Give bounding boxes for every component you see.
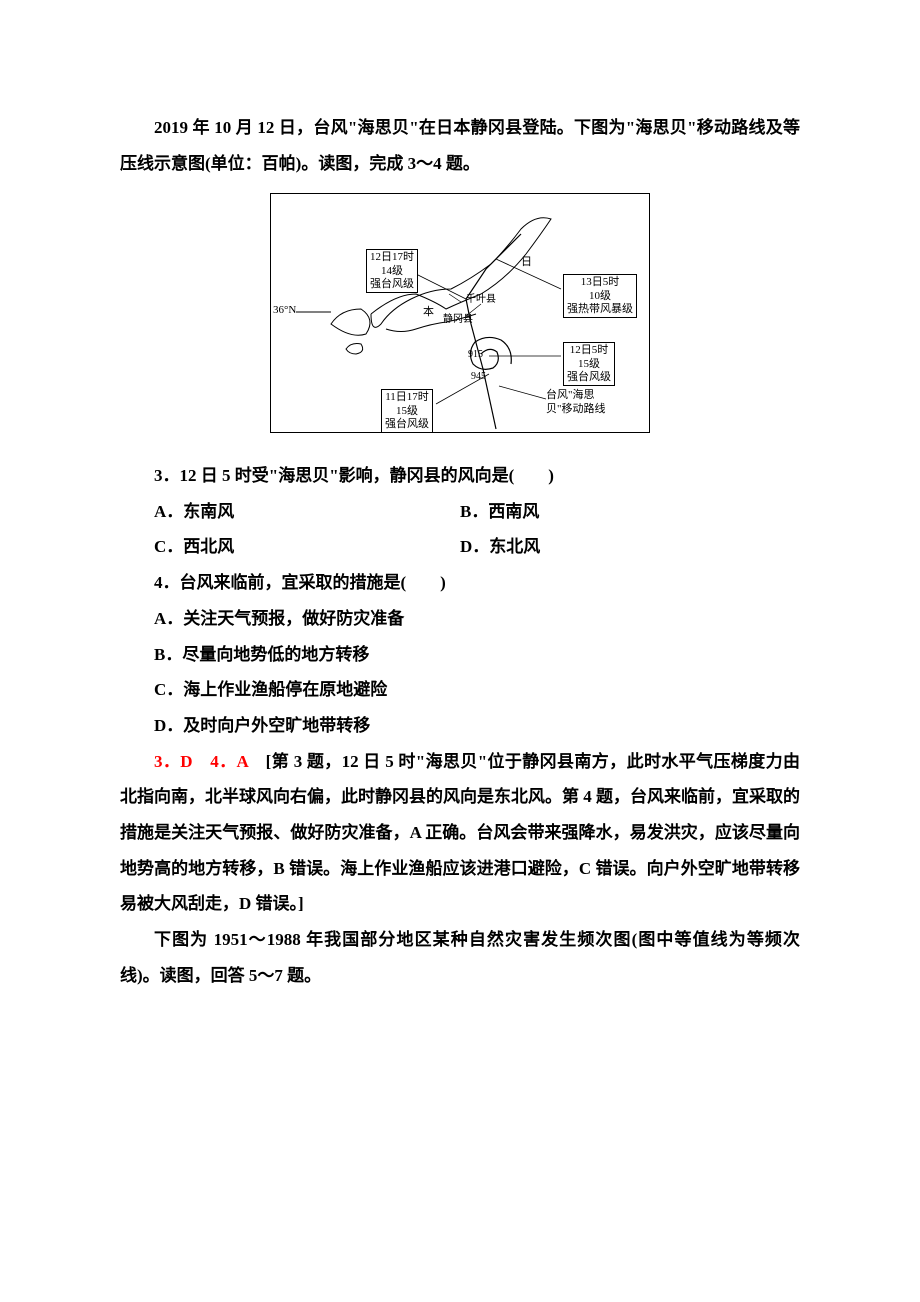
q3-options-row1: A．东南风 B．西南风 [120, 494, 800, 530]
callout-1-time: 12日17时 [370, 251, 414, 263]
q4-stem: 4．台风来临前，宜采取的措施是( ) [120, 565, 800, 601]
callout-2-level: 10级 [589, 290, 611, 302]
typhoon-name-label: 台风"海思贝"移动路线 [546, 389, 606, 415]
callout-4: 11日17时 15级 强台风级 [381, 389, 433, 433]
q4-optC: C．海上作业渔船停在原地避险 [120, 672, 800, 708]
callout-1-level: 14级 [381, 265, 403, 277]
q3-optD: D．东北风 [460, 529, 800, 565]
callout-3-level: 15级 [578, 358, 600, 370]
ben-label: 本 [423, 306, 434, 319]
callout-4-time: 11日17时 [385, 391, 429, 403]
callout-3-grade: 强台风级 [567, 371, 611, 383]
callout-2-time: 13日5时 [581, 276, 620, 288]
answer-key: 3．D 4．A [154, 752, 248, 771]
q4-optD: D．及时向户外空旷地带转移 [120, 708, 800, 744]
callout-4-grade: 强台风级 [385, 418, 429, 430]
isobar-915: 915 [468, 349, 483, 361]
q3-optC: C．西北风 [120, 529, 460, 565]
q3-optA: A．东南风 [120, 494, 460, 530]
figure-container: 36°N 日 本 静冈县 千叶县 915 945 12日17时 14级 强台风级… [120, 193, 800, 446]
q3-options-row2: C．西北风 D．东北风 [120, 529, 800, 565]
answer-explanation: [第 3 题，12 日 5 时"海思贝"位于静冈县南方，此时水平气压梯度力由北指… [120, 752, 800, 914]
callout-3: 12日5时 15级 强台风级 [563, 342, 615, 386]
typhoon-map-figure: 36°N 日 本 静冈县 千叶县 915 945 12日17时 14级 强台风级… [270, 193, 650, 433]
callout-4-level: 15级 [396, 405, 418, 417]
q4-optA: A．关注天气预报，做好防灾准备 [120, 601, 800, 637]
callout-1-grade: 强台风级 [370, 278, 414, 290]
callout-2-grade: 强热带风暴级 [567, 303, 633, 315]
callout-2: 13日5时 10级 强热带风暴级 [563, 274, 637, 318]
lat-label: 36°N [273, 304, 296, 317]
isobar-945: 945 [471, 371, 486, 383]
outro-paragraph: 下图为 1951～1988 年我国部分地区某种自然灾害发生频次图(图中等值线为等… [120, 922, 800, 993]
intro-paragraph: 2019 年 10 月 12 日，台风"海思贝"在日本静冈县登陆。下图为"海思贝… [120, 110, 800, 181]
q3-optB: B．西南风 [460, 494, 800, 530]
callout-1: 12日17时 14级 强台风级 [366, 249, 418, 293]
chiba-label: 千叶县 [466, 294, 496, 306]
q3-stem: 3．12 日 5 时受"海思贝"影响，静冈县的风向是( ) [120, 458, 800, 494]
q4-optB: B．尽量向地势低的地方转移 [120, 637, 800, 673]
shizuoka-label: 静冈县 [443, 314, 473, 326]
answer-block: 3．D 4．A [第 3 题，12 日 5 时"海思贝"位于静冈县南方，此时水平… [120, 744, 800, 922]
callout-3-time: 12日5时 [570, 344, 609, 356]
japan-label: 日 [521, 256, 532, 269]
